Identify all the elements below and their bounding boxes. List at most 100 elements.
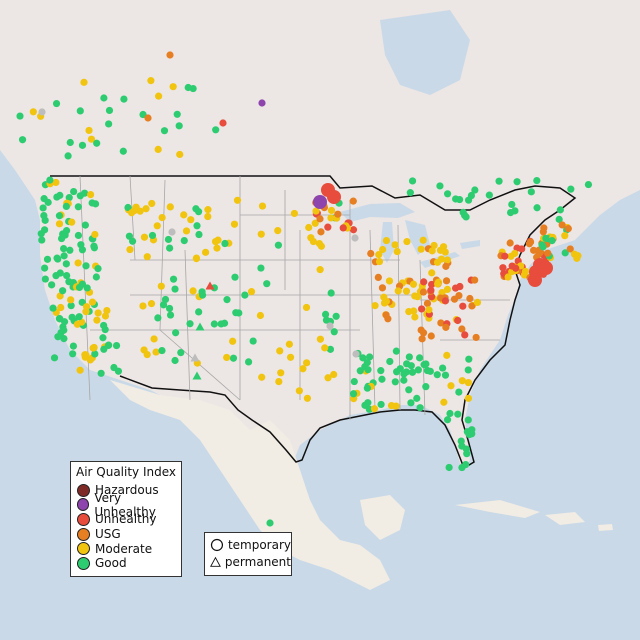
monitor-marker xyxy=(195,230,203,239)
legend-item-temporary: temporary xyxy=(205,536,291,553)
monitor-marker xyxy=(55,220,64,228)
monitor-marker xyxy=(324,374,332,382)
monitor-marker xyxy=(380,293,388,301)
monitor-marker xyxy=(411,313,419,321)
monitor-marker xyxy=(230,220,239,228)
monitor-marker xyxy=(165,304,174,313)
monitor-marker xyxy=(351,234,359,242)
monitor-marker xyxy=(74,231,83,240)
monitor-marker xyxy=(229,337,237,345)
monitor-marker xyxy=(303,394,312,402)
monitor-marker xyxy=(257,230,265,238)
monitor-marker xyxy=(402,368,411,376)
monitor-marker xyxy=(136,207,144,215)
monitor-marker xyxy=(458,377,466,385)
monitor-marker xyxy=(408,368,417,376)
monitor-marker xyxy=(52,178,60,187)
monitor-marker xyxy=(41,264,49,272)
monitor-marker xyxy=(125,232,134,240)
monitor-marker xyxy=(54,333,62,341)
monitor-marker xyxy=(501,252,509,260)
unhealthy-swatch xyxy=(77,512,90,526)
monitor-marker xyxy=(94,309,102,317)
monitor-marker xyxy=(434,280,442,288)
monitor-marker xyxy=(377,400,385,409)
puerto-rico xyxy=(598,524,613,531)
monitor-marker xyxy=(59,323,67,331)
monitor-marker xyxy=(317,228,325,236)
monitor-marker xyxy=(164,235,173,244)
monitor-marker xyxy=(204,206,212,214)
monitor-marker xyxy=(169,275,178,283)
monitor-marker xyxy=(419,288,428,296)
monitor-marker xyxy=(103,306,111,315)
monitor-marker xyxy=(366,353,374,361)
monitor-marker xyxy=(171,356,179,365)
monitor-marker xyxy=(464,378,472,387)
monitor-marker xyxy=(75,283,84,292)
monitor-marker xyxy=(405,353,413,361)
monitor-marker xyxy=(64,152,72,160)
monitor-marker xyxy=(105,120,113,128)
monitor-marker xyxy=(539,228,547,236)
monitor-marker xyxy=(471,276,479,284)
us-border xyxy=(50,175,577,470)
monitor-marker xyxy=(82,303,91,311)
monitor-marker-permanent xyxy=(190,353,200,362)
cuba xyxy=(455,500,540,518)
monitor-marker xyxy=(422,383,430,391)
monitor-marker xyxy=(194,208,203,216)
monitor-marker xyxy=(544,249,552,257)
monitor-marker xyxy=(180,237,188,245)
monitor-marker xyxy=(152,348,160,356)
monitor-marker xyxy=(361,401,369,409)
monitor-marker xyxy=(339,224,347,232)
monitor-marker xyxy=(147,300,156,308)
monitor-marker xyxy=(290,209,298,218)
monitor-marker xyxy=(385,277,394,285)
monitor-marker xyxy=(512,264,520,272)
monitor-marker xyxy=(76,366,84,374)
monitor-marker xyxy=(315,240,324,248)
monitor-marker xyxy=(419,236,427,244)
monitor-marker xyxy=(86,190,95,199)
monitor-marker xyxy=(48,281,56,289)
monitor-marker xyxy=(441,371,450,379)
monitor-marker xyxy=(81,221,89,229)
legend-label: Unhealthy xyxy=(95,512,157,527)
hazardous-swatch xyxy=(77,483,90,497)
monitor-marker xyxy=(455,388,463,396)
monitor-marker xyxy=(555,215,563,223)
monitor-marker xyxy=(56,269,64,277)
monitor-marker xyxy=(153,222,161,230)
legend-item-good: Good xyxy=(71,556,181,571)
monitor-marker xyxy=(456,282,464,291)
monitor-marker xyxy=(88,199,96,207)
monitor-marker xyxy=(94,264,102,273)
monitor-marker xyxy=(229,354,238,362)
monitor-marker xyxy=(468,302,476,310)
monitor-marker xyxy=(440,398,448,406)
monitor-marker xyxy=(82,351,90,359)
monitor-marker xyxy=(425,306,433,314)
monitor-marker xyxy=(506,239,514,247)
monitor-marker xyxy=(124,203,132,212)
monitor-marker xyxy=(66,246,74,254)
monitor-marker xyxy=(465,355,473,363)
monitor-marker xyxy=(439,243,448,251)
monitor-marker xyxy=(386,357,394,366)
monitor-marker xyxy=(82,262,90,270)
monitor-marker xyxy=(93,316,101,324)
monitor-marker xyxy=(420,278,428,286)
monitor-marker xyxy=(437,319,445,327)
monitor-marker xyxy=(159,301,168,309)
monitor-marker xyxy=(148,231,157,240)
monitor-marker xyxy=(173,110,181,118)
monitor-marker xyxy=(564,224,572,233)
monitor-marker xyxy=(142,205,150,213)
monitor-marker xyxy=(409,280,418,288)
monitor-marker xyxy=(148,199,156,208)
monitor-marker xyxy=(433,258,442,266)
monitor-marker xyxy=(392,347,400,355)
monitor-marker xyxy=(143,350,151,359)
